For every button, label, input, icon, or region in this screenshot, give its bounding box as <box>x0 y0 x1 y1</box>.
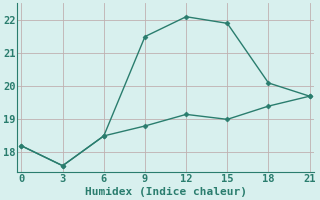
X-axis label: Humidex (Indice chaleur): Humidex (Indice chaleur) <box>84 186 246 197</box>
